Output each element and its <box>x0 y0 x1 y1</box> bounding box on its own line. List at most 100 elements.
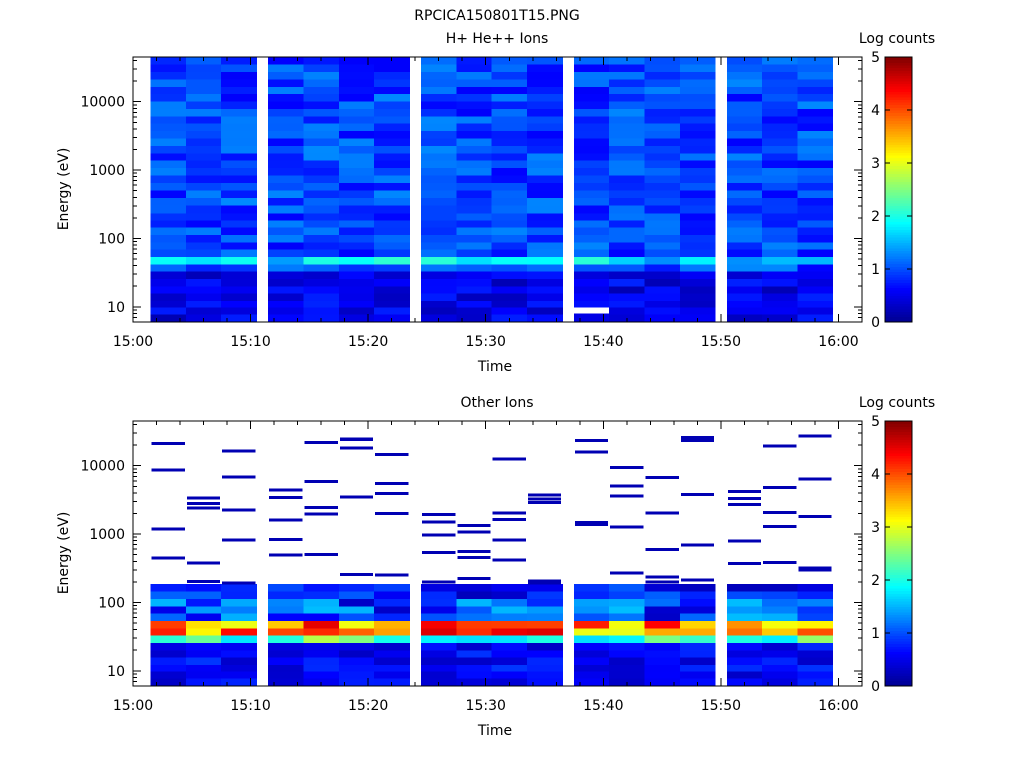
heatmap-cell <box>573 205 610 214</box>
heatmap-cell <box>762 657 798 665</box>
heatmap-cell <box>421 78 457 87</box>
colorbar-segment <box>885 112 912 116</box>
x-tick-label: 15:20 <box>348 698 388 714</box>
heatmap-cell <box>526 108 563 117</box>
colorbar-segment <box>885 436 912 441</box>
heatmap-cell <box>797 108 834 117</box>
heatmap-cell <box>762 160 798 169</box>
colorbar-segment <box>885 532 912 536</box>
heatmap-cell <box>150 63 187 72</box>
heatmap-cell <box>456 130 493 139</box>
colorbar-segment <box>885 527 912 531</box>
colorbar-segment <box>885 529 912 533</box>
heatmap-cell <box>526 642 563 651</box>
colorbar-segment <box>885 308 912 312</box>
heatmap-cell <box>797 167 834 176</box>
heatmap-cell <box>374 649 410 658</box>
heatmap-cell <box>268 591 305 600</box>
sparse-detection <box>304 553 338 557</box>
heatmap-cell <box>797 293 834 301</box>
heatmap-cell <box>526 263 563 272</box>
heatmap-cell <box>526 78 563 87</box>
colorbar-segment <box>885 269 912 273</box>
heatmap-cell <box>268 293 305 301</box>
heatmap-cell <box>456 248 493 258</box>
heatmap-cell <box>268 598 305 607</box>
heatmap-cell <box>644 100 681 109</box>
heatmap-cell <box>221 620 258 629</box>
heatmap-cell <box>573 620 610 629</box>
heatmap-cell <box>268 100 305 109</box>
heatmap-cell <box>491 598 528 607</box>
sparse-detection <box>763 511 797 514</box>
heatmap-cell <box>150 627 187 636</box>
heatmap-cell <box>338 313 375 322</box>
heatmap-cell <box>150 190 187 199</box>
heatmap-cell <box>421 620 457 629</box>
heatmap-cell <box>679 100 716 109</box>
heatmap-cell <box>644 138 681 146</box>
heatmap-cell <box>762 664 798 672</box>
colorbar-segment <box>885 300 912 304</box>
heatmap-cell <box>374 278 410 287</box>
colorbar-segment <box>885 625 912 629</box>
colorbar-segment <box>885 667 912 671</box>
heatmap-cell <box>421 241 457 250</box>
heatmap-cell <box>573 627 610 636</box>
heatmap-cell <box>374 71 410 80</box>
heatmap-cell <box>338 591 375 600</box>
colorbar-frame <box>884 420 913 687</box>
heatmap-cell <box>726 620 763 629</box>
heatmap-cell <box>762 627 798 636</box>
heatmap-cell <box>185 642 222 651</box>
heatmap-cell <box>150 313 187 322</box>
heatmap-cell <box>644 620 681 629</box>
x-tick-label: 15:10 <box>230 698 270 714</box>
heatmap-cell <box>185 620 222 629</box>
heatmap-cell <box>762 174 798 183</box>
heatmap-cell <box>491 657 528 665</box>
heatmap-cell <box>303 657 340 665</box>
colorbar-segment <box>885 550 912 554</box>
heatmap-cell <box>185 190 222 199</box>
heatmap-cell <box>338 620 375 629</box>
heatmap-cell <box>491 234 528 243</box>
sparse-detection <box>798 434 832 438</box>
heatmap-cell <box>644 86 681 95</box>
heatmap-cell <box>526 167 563 176</box>
heatmap-cell <box>726 278 763 287</box>
heatmap-cell <box>491 248 528 258</box>
heatmap-cell <box>421 293 457 301</box>
heatmap-cell <box>679 160 716 169</box>
heatmap-cell <box>268 174 305 183</box>
heatmap-cell <box>221 598 258 607</box>
heatmap-cell <box>573 657 610 665</box>
heatmap-cell <box>491 677 528 686</box>
heatmap-cell <box>338 634 375 643</box>
heatmap-cell <box>421 649 457 658</box>
heatmap-cell <box>374 93 410 102</box>
colorbar-tick-label: 0 <box>871 315 880 331</box>
sparse-detection <box>610 494 644 498</box>
heatmap-cell <box>303 584 340 592</box>
heatmap-cell <box>221 649 258 658</box>
heatmap-cell <box>221 605 258 614</box>
heatmap-cell <box>573 671 610 679</box>
heatmap-cell <box>185 605 222 614</box>
heatmap-cell <box>456 227 493 236</box>
colorbar-segment <box>885 292 912 296</box>
colorbar-segment <box>885 133 912 137</box>
heatmap-cell <box>421 642 457 651</box>
colorbar-segment <box>885 157 912 161</box>
heatmap-cell <box>573 93 610 102</box>
heatmap-cell <box>573 270 610 279</box>
heatmap-cell <box>303 664 340 672</box>
heatmap-cell <box>374 270 410 279</box>
colorbar-segment <box>885 247 912 251</box>
y-tick-label: 1000 <box>89 163 125 179</box>
colorbar-segment <box>885 460 912 464</box>
heatmap-cell <box>491 584 528 592</box>
heatmap-cell <box>573 241 610 250</box>
colorbar-segment <box>885 601 912 605</box>
heatmap-cell <box>268 612 305 622</box>
